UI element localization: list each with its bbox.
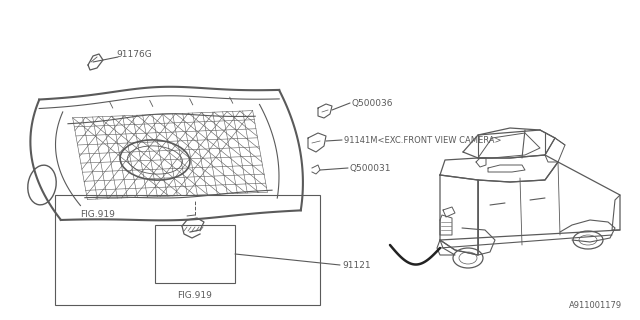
Text: 91176G: 91176G [116,50,152,59]
Bar [155,225,235,283]
Text: A911001179: A911001179 [569,301,622,310]
Text: Q500031: Q500031 [350,164,392,172]
Text: FIG.919: FIG.919 [177,291,212,300]
Text: Q500036: Q500036 [352,99,394,108]
Bar [55,195,320,305]
Text: 91141M<EXC.FRONT VIEW CAMERA>: 91141M<EXC.FRONT VIEW CAMERA> [344,135,502,145]
Text: FIG.919: FIG.919 [80,210,115,219]
Text: 91121: 91121 [342,260,371,269]
